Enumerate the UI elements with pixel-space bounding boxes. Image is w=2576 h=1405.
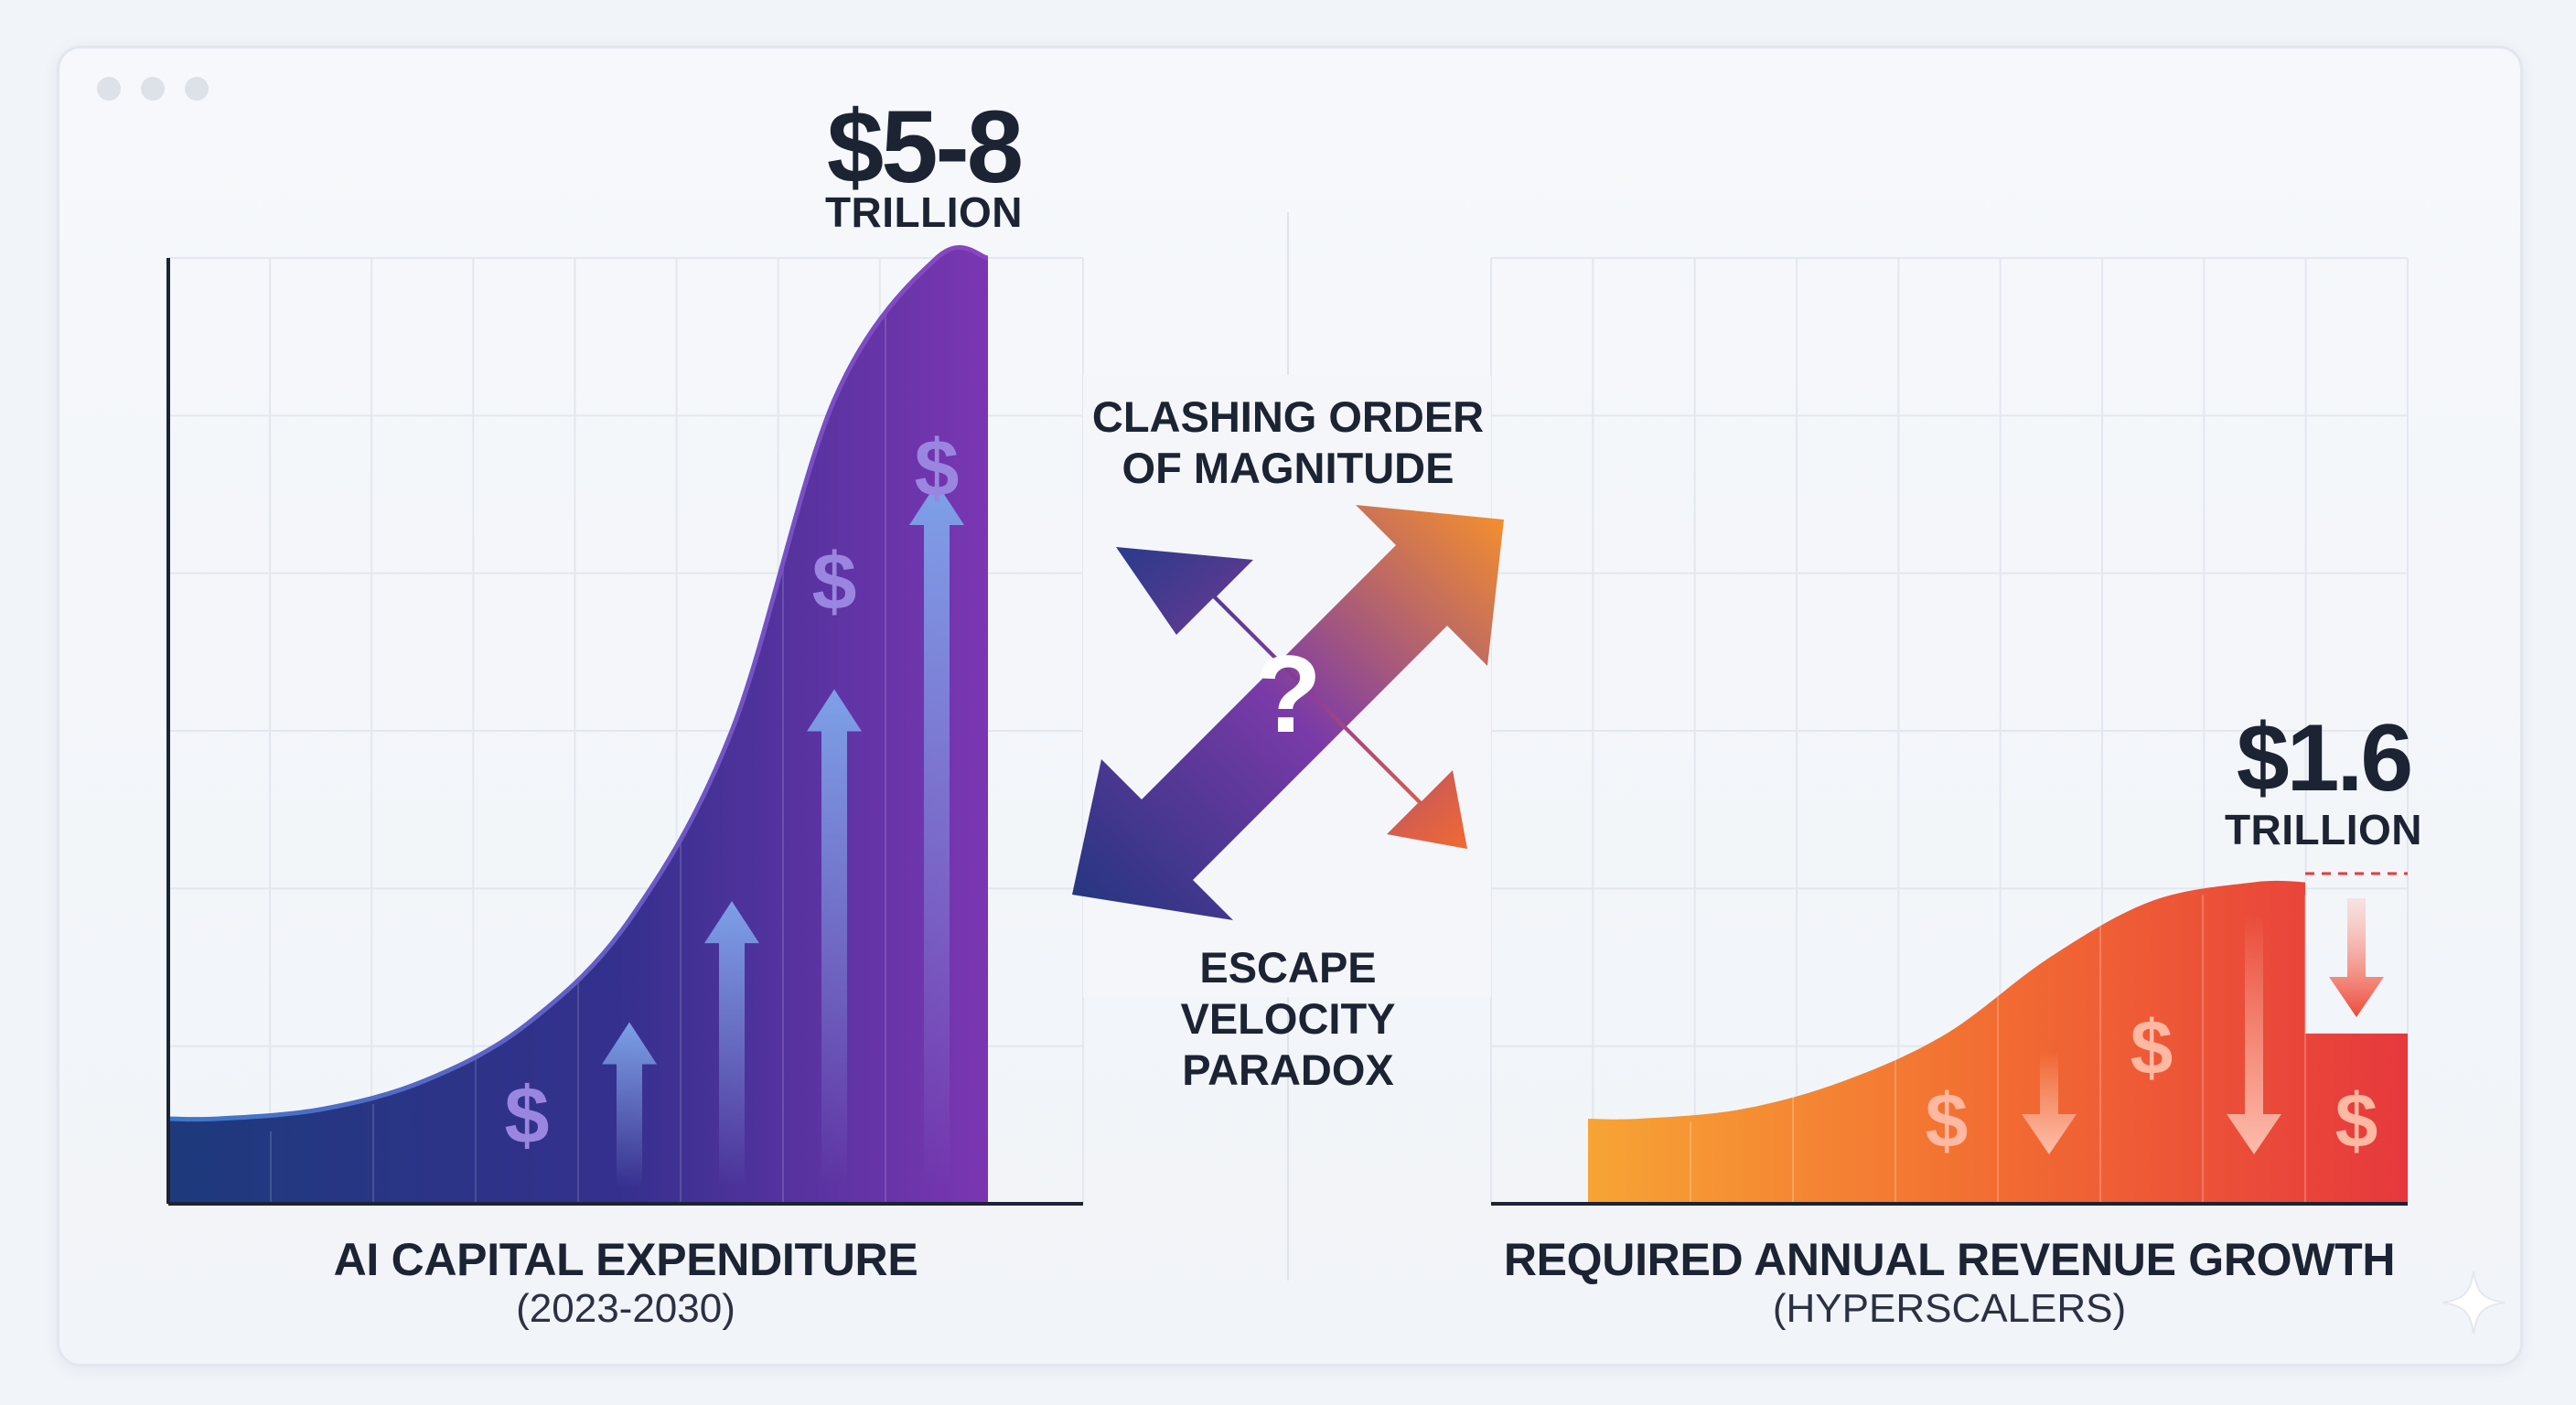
window-dot-icon: [141, 77, 165, 101]
right-value-label: $1.6: [2236, 705, 2413, 811]
right-unit-label: TRILLION: [2224, 806, 2423, 853]
up-arrow-icon: [704, 901, 759, 1187]
dollar-icon: $: [915, 423, 960, 513]
up-arrow-icon: [807, 689, 862, 1187]
right-chart-area: [1588, 880, 2408, 1204]
down-arrow-icon: [2329, 898, 2384, 1017]
center-bottom-line: PARADOX: [1182, 1046, 1394, 1094]
up-arrow-icon: [602, 1022, 657, 1187]
left-chart-icons: $ $ $: [505, 423, 964, 1187]
down-arrow-icon: [2022, 1052, 2077, 1154]
left-chart-line: [167, 245, 989, 1122]
center-top-line: OF MAGNITUDE: [1122, 444, 1454, 492]
center-top-text: CLASHING ORDER OF MAGNITUDE: [1070, 391, 1506, 494]
center-bottom-line: VELOCITY: [1180, 994, 1396, 1043]
down-arrow-icon: [2227, 915, 2281, 1154]
center-top-line: CLASHING ORDER: [1091, 392, 1485, 441]
left-chart-title: AI CAPITAL EXPENDITURE: [333, 1234, 918, 1285]
left-chart-subtitle: (2023-2030): [516, 1286, 735, 1331]
dollar-icon: $: [812, 536, 857, 627]
right-chart-subtitle: (HYPERSCALERS): [1772, 1286, 2127, 1331]
right-chart-icons: $ $ $: [1926, 898, 2384, 1164]
dollar-icon: $: [1926, 1078, 1969, 1164]
left-value-label: $5-8: [826, 90, 1024, 204]
question-mark: ?: [1254, 633, 1322, 756]
right-chart-title: REQUIRED ANNUAL REVENUE GROWTH: [1503, 1234, 2396, 1285]
window-dot-icon: [97, 77, 121, 101]
up-arrow-icon: [909, 483, 964, 1187]
dollar-icon: $: [2335, 1078, 2378, 1164]
dollar-icon: $: [2131, 1004, 2174, 1090]
right-chart-column-dividers: [1690, 895, 2306, 1204]
center-bottom-line: ESCAPE: [1199, 943, 1377, 992]
left-chart-area: [168, 247, 988, 1204]
left-unit-label: TRILLION: [824, 188, 1024, 236]
center-bottom-text: ESCAPE VELOCITY PARADOX: [1070, 942, 1506, 1096]
window-dot-icon: [185, 77, 209, 101]
crossed-arrows-icon: [1072, 505, 1504, 920]
dollar-icon: $: [505, 1069, 550, 1160]
sparkle-icon: [2442, 1271, 2506, 1335]
